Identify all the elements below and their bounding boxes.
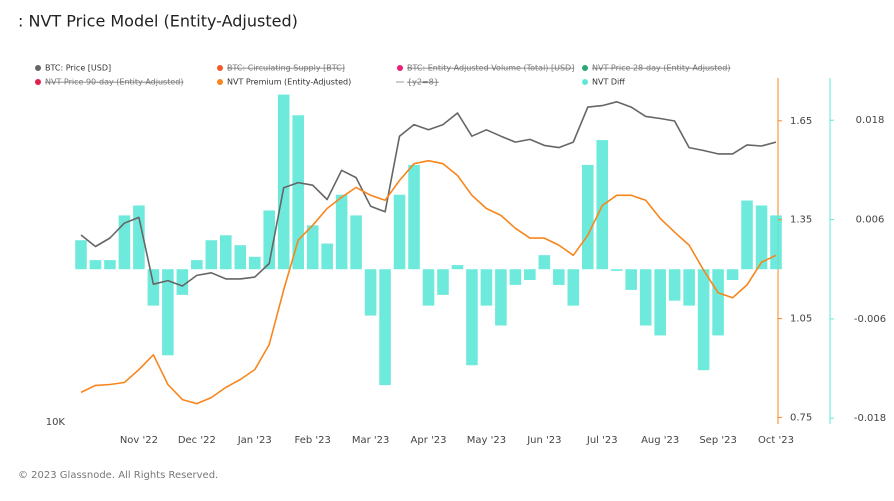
bar: [480, 269, 493, 306]
line: [80, 101, 777, 287]
bar: [263, 210, 276, 270]
bar: [712, 269, 724, 336]
bar: [379, 269, 391, 386]
y2-tick-label: 1.05: [790, 314, 812, 325]
bar: [466, 269, 478, 366]
bar: [220, 235, 232, 270]
line: [80, 159, 777, 405]
bar: [437, 269, 449, 295]
bar: [162, 269, 174, 356]
bar: [422, 269, 435, 306]
bar: [755, 205, 768, 270]
x-tick-label: Feb '23: [294, 435, 330, 446]
x-tick-label: Jun '23: [526, 435, 561, 446]
bar: [625, 269, 637, 290]
legend-marker: [397, 65, 403, 71]
bar: [524, 269, 536, 280]
bar: [104, 260, 116, 270]
bar: [89, 260, 102, 270]
bar: [509, 269, 522, 285]
y2-tick-label: 1.35: [790, 215, 812, 226]
bar: [741, 200, 753, 270]
chart-title: : NVT Price Model (Entity-Adjusted): [18, 12, 298, 31]
y3-tick-label: 0.018: [856, 115, 885, 126]
y3-tick-label: -0.006: [854, 314, 886, 325]
bar: [495, 269, 507, 326]
bar: [668, 269, 681, 301]
bar: [770, 215, 782, 270]
x-tick-label: Sep '23: [699, 435, 737, 446]
bar: [191, 260, 203, 270]
x-tick-label: Jan '23: [237, 435, 272, 446]
legend-label: BTC: Price [USD]: [45, 64, 111, 73]
legend-label: NVT Premium (Entity-Adjusted): [227, 78, 351, 87]
bar: [538, 255, 551, 270]
bar: [567, 269, 580, 306]
bar: [118, 215, 131, 270]
x-tick-label: Dec '22: [178, 435, 216, 446]
bars-layer: [75, 94, 782, 386]
bar: [176, 269, 189, 295]
y2-tick-label: 1.65: [790, 116, 812, 127]
bar: [335, 194, 348, 270]
legend-marker: [217, 65, 223, 71]
bar: [133, 205, 145, 270]
bar: [277, 94, 290, 270]
legend-label: NVT Diff: [592, 78, 625, 87]
legend-marker: [35, 65, 41, 71]
y3-tick-label: -0.018: [854, 413, 886, 424]
bar: [306, 225, 319, 270]
bar: [321, 243, 333, 270]
legend-label: NVT Price 28-day (Entity-Adjusted): [592, 64, 730, 73]
bar: [639, 269, 652, 326]
bar: [697, 269, 710, 371]
x-tick-label: May '23: [467, 435, 506, 446]
x-tick-label: Jul '23: [586, 435, 618, 446]
footer: © 2023 Glassnode. All Rights Reserved.: [18, 470, 218, 481]
bar: [683, 269, 695, 306]
y3-tick-label: 0.006: [856, 215, 885, 226]
bar: [350, 215, 362, 270]
legend-label: BTC: Entity-Adjusted Volume (Total) [USD…: [407, 64, 574, 73]
bar: [610, 269, 623, 271]
legend-label: NVT Price 90-day (Entity-Adjusted): [45, 78, 183, 87]
legend-label: BTC: Circulating Supply [BTC]: [227, 64, 345, 73]
bar: [393, 194, 406, 270]
bar: [581, 164, 594, 270]
x-tick-label: Apr '23: [411, 435, 447, 446]
bar: [205, 240, 218, 270]
legend-label: {y2=8}: [407, 78, 439, 87]
bar: [451, 265, 464, 270]
legend-marker: [582, 79, 588, 85]
legend-marker: [582, 65, 588, 71]
bar: [75, 240, 87, 270]
bar: [726, 269, 739, 280]
legend-marker: [217, 79, 223, 85]
legend-marker: [35, 79, 41, 85]
bar: [292, 115, 304, 270]
x-tick-label: Nov '22: [120, 435, 158, 446]
bar: [147, 269, 160, 306]
bar: [364, 269, 377, 316]
x-tick-label: Mar '23: [352, 435, 390, 446]
y2-tick-label: 0.75: [790, 412, 812, 423]
y-tick-label: 10K: [46, 417, 66, 428]
bar: [408, 164, 420, 270]
lines-layer: [80, 101, 777, 405]
x-tick-label: Aug '23: [641, 435, 679, 446]
x-tick-label: Oct '23: [758, 435, 794, 446]
bar: [654, 269, 666, 336]
bar: [234, 245, 247, 270]
bar: [553, 269, 565, 285]
bar: [248, 256, 261, 270]
